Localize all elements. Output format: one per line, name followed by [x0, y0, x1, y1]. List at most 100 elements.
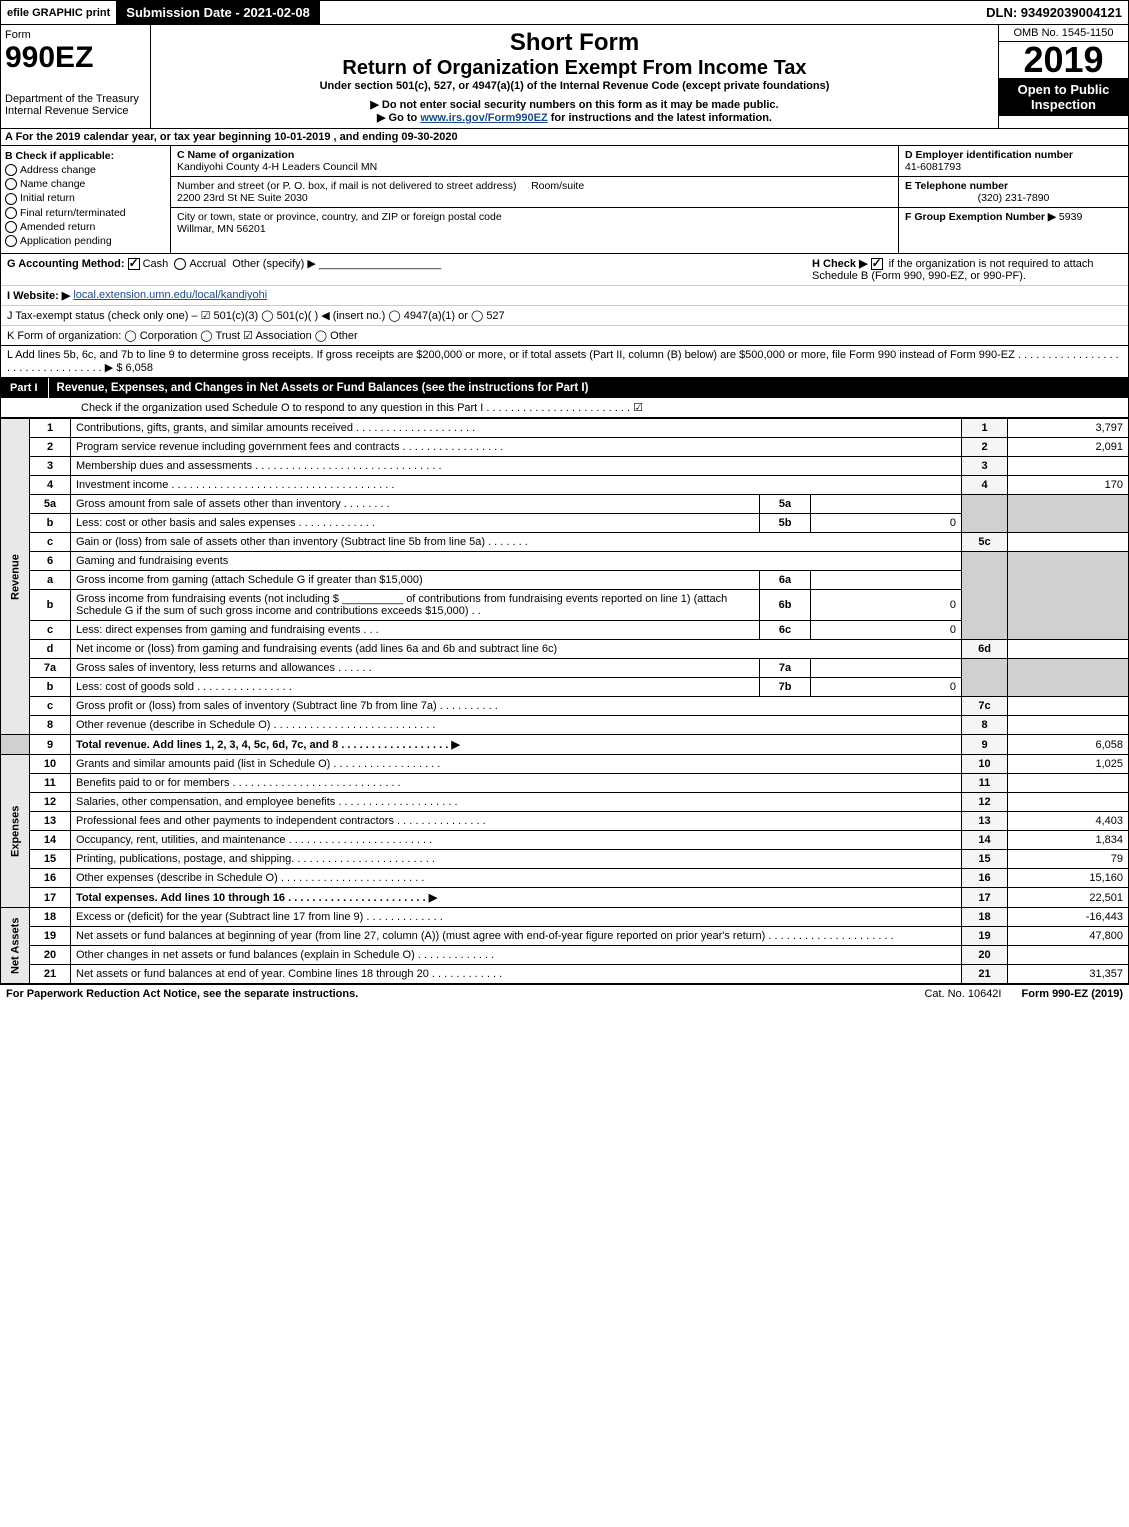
- chk-app-pending[interactable]: Application pending: [5, 235, 166, 247]
- header-left: Form 990EZ Department of the Treasury In…: [1, 25, 151, 128]
- open-public-inspection: Open to Public Inspection: [999, 78, 1128, 116]
- row-6b: b Gross income from fundraising events (…: [1, 590, 1129, 621]
- val-2: 2,091: [1008, 438, 1129, 457]
- val-18: -16,443: [1008, 908, 1129, 927]
- goto-link[interactable]: ▶ Go to www.irs.gov/Form990EZ for instru…: [155, 111, 994, 124]
- k-text: K Form of organization: ◯ Corporation ◯ …: [7, 329, 358, 342]
- line-h: H Check ▶ if the organization is not req…: [812, 257, 1122, 282]
- org-city-cell: City or town, state or province, country…: [171, 208, 898, 238]
- l-value: 6,058: [126, 362, 154, 374]
- irs-label: Internal Revenue Service: [5, 105, 146, 117]
- chk-sched-b[interactable]: [871, 258, 883, 270]
- val-1: 3,797: [1008, 419, 1129, 438]
- row-5a: 5a Gross amount from sale of assets othe…: [1, 495, 1129, 514]
- h-label: H Check ▶: [812, 258, 868, 270]
- row-g-h: G Accounting Method: Cash Accrual Other …: [1, 254, 1128, 286]
- irs-url[interactable]: www.irs.gov/Form990EZ: [420, 112, 547, 124]
- part1-title: Revenue, Expenses, and Changes in Net As…: [49, 378, 597, 398]
- row-18: Net Assets 18 Excess or (deficit) for th…: [1, 908, 1129, 927]
- val-8: [1008, 716, 1129, 735]
- val-20: [1008, 946, 1129, 965]
- box-b-label: B Check if applicable:: [5, 150, 114, 162]
- j-text: J Tax-exempt status (check only one) – ☑…: [7, 309, 505, 322]
- paperwork-notice: For Paperwork Reduction Act Notice, see …: [6, 988, 358, 1000]
- val-4: 170: [1008, 476, 1129, 495]
- chk-initial-return[interactable]: Initial return: [5, 192, 166, 204]
- addr-label: Number and street (or P. O. box, if mail…: [177, 180, 516, 192]
- submission-date: Submission Date - 2021-02-08: [116, 1, 320, 24]
- chk-final-return[interactable]: Final return/terminated: [5, 207, 166, 219]
- form-subtitle: Under section 501(c), 527, or 4947(a)(1)…: [155, 80, 994, 92]
- short-form-title: Short Form: [155, 29, 994, 57]
- city-label: City or town, state or province, country…: [177, 211, 502, 223]
- phone-label: E Telephone number: [905, 180, 1008, 192]
- row-5b: b Less: cost or other basis and sales ex…: [1, 514, 1129, 533]
- org-name-label: C Name of organization: [177, 149, 294, 161]
- tax-year: 2019: [999, 42, 1128, 78]
- dln: DLN: 93492039004121: [980, 3, 1128, 22]
- dept-treasury: Department of the Treasury: [5, 93, 146, 105]
- form-title: Return of Organization Exempt From Incom…: [155, 57, 994, 80]
- g-label: G Accounting Method:: [7, 258, 125, 270]
- chk-name-change[interactable]: Name change: [5, 178, 166, 190]
- val-9: 6,058: [1008, 735, 1129, 755]
- box-b: B Check if applicable: Address change Na…: [1, 146, 171, 253]
- phone-value: (320) 231-7890: [905, 192, 1122, 204]
- val-15: 79: [1008, 850, 1129, 869]
- entity-block: B Check if applicable: Address change Na…: [0, 146, 1129, 254]
- top-bar: efile GRAPHIC print Submission Date - 20…: [0, 0, 1129, 25]
- form-number: 990EZ: [5, 41, 146, 75]
- val-16: 15,160: [1008, 869, 1129, 888]
- row-11: 11 Benefits paid to or for members . . .…: [1, 774, 1129, 793]
- group-label: F Group Exemption Number ▶: [905, 211, 1056, 223]
- org-address-cell: Number and street (or P. O. box, if mail…: [171, 177, 898, 208]
- chk-cash[interactable]: [128, 258, 140, 270]
- line-j: J Tax-exempt status (check only one) – ☑…: [1, 306, 1128, 326]
- val-13: 4,403: [1008, 812, 1129, 831]
- group-value: 5939: [1059, 211, 1082, 223]
- ein-value: 41-6081793: [905, 161, 961, 173]
- row-19: 19 Net assets or fund balances at beginn…: [1, 927, 1129, 946]
- ein-cell: D Employer identification number 41-6081…: [899, 146, 1128, 177]
- row-1: Revenue 1 Contributions, gifts, grants, …: [1, 419, 1129, 438]
- row-7a: 7a Gross sales of inventory, less return…: [1, 659, 1129, 678]
- page-footer: For Paperwork Reduction Act Notice, see …: [0, 984, 1129, 1003]
- val-7c: [1008, 697, 1129, 716]
- org-address: 2200 23rd St NE Suite 2030: [177, 192, 308, 204]
- ein-label: D Employer identification number: [905, 149, 1073, 161]
- room-label: Room/suite: [531, 180, 584, 192]
- row-8: 8 Other revenue (describe in Schedule O)…: [1, 716, 1129, 735]
- header-center: Short Form Return of Organization Exempt…: [151, 25, 998, 128]
- val-19: 47,800: [1008, 927, 1129, 946]
- part1-tag: Part I: [0, 378, 49, 398]
- part1-header: Part I Revenue, Expenses, and Changes in…: [0, 378, 1129, 398]
- chk-amended[interactable]: Amended return: [5, 221, 166, 233]
- efile-label: efile GRAPHIC print: [1, 5, 116, 21]
- chk-accrual[interactable]: [174, 258, 186, 270]
- line-k: K Form of organization: ◯ Corporation ◯ …: [1, 326, 1128, 345]
- form-header: Form 990EZ Department of the Treasury In…: [0, 25, 1129, 129]
- row-6c: c Less: direct expenses from gaming and …: [1, 621, 1129, 640]
- cat-no: Cat. No. 10642I: [924, 988, 1001, 1000]
- phone-cell: E Telephone number (320) 231-7890: [899, 177, 1128, 208]
- form-ref: Form 990-EZ (2019): [1022, 988, 1124, 1000]
- chk-address-change[interactable]: Address change: [5, 164, 166, 176]
- val-17: 22,501: [1008, 888, 1129, 908]
- row-3: 3 Membership dues and assessments . . . …: [1, 457, 1129, 476]
- row-12: 12 Salaries, other compensation, and emp…: [1, 793, 1129, 812]
- row-6: 6 Gaming and fundraising events: [1, 552, 1129, 571]
- line-g: G Accounting Method: Cash Accrual Other …: [7, 257, 812, 282]
- org-name: Kandiyohi County 4-H Leaders Council MN: [177, 161, 377, 173]
- website-link[interactable]: local.extension.umn.edu/local/kandiyohi: [73, 289, 267, 302]
- ssn-warning: ▶ Do not enter social security numbers o…: [155, 98, 994, 111]
- row-7b: b Less: cost of goods sold . . . . . . .…: [1, 678, 1129, 697]
- val-11: [1008, 774, 1129, 793]
- row-15: 15 Printing, publications, postage, and …: [1, 850, 1129, 869]
- part1-table: Revenue 1 Contributions, gifts, grants, …: [0, 418, 1129, 984]
- box-def: D Employer identification number 41-6081…: [898, 146, 1128, 253]
- group-exempt-cell: F Group Exemption Number ▶ 5939: [899, 208, 1128, 253]
- row-4: 4 Investment income . . . . . . . . . . …: [1, 476, 1129, 495]
- form-word: Form: [5, 29, 146, 41]
- row-6d: d Net income or (loss) from gaming and f…: [1, 640, 1129, 659]
- info-rows: G Accounting Method: Cash Accrual Other …: [0, 254, 1129, 346]
